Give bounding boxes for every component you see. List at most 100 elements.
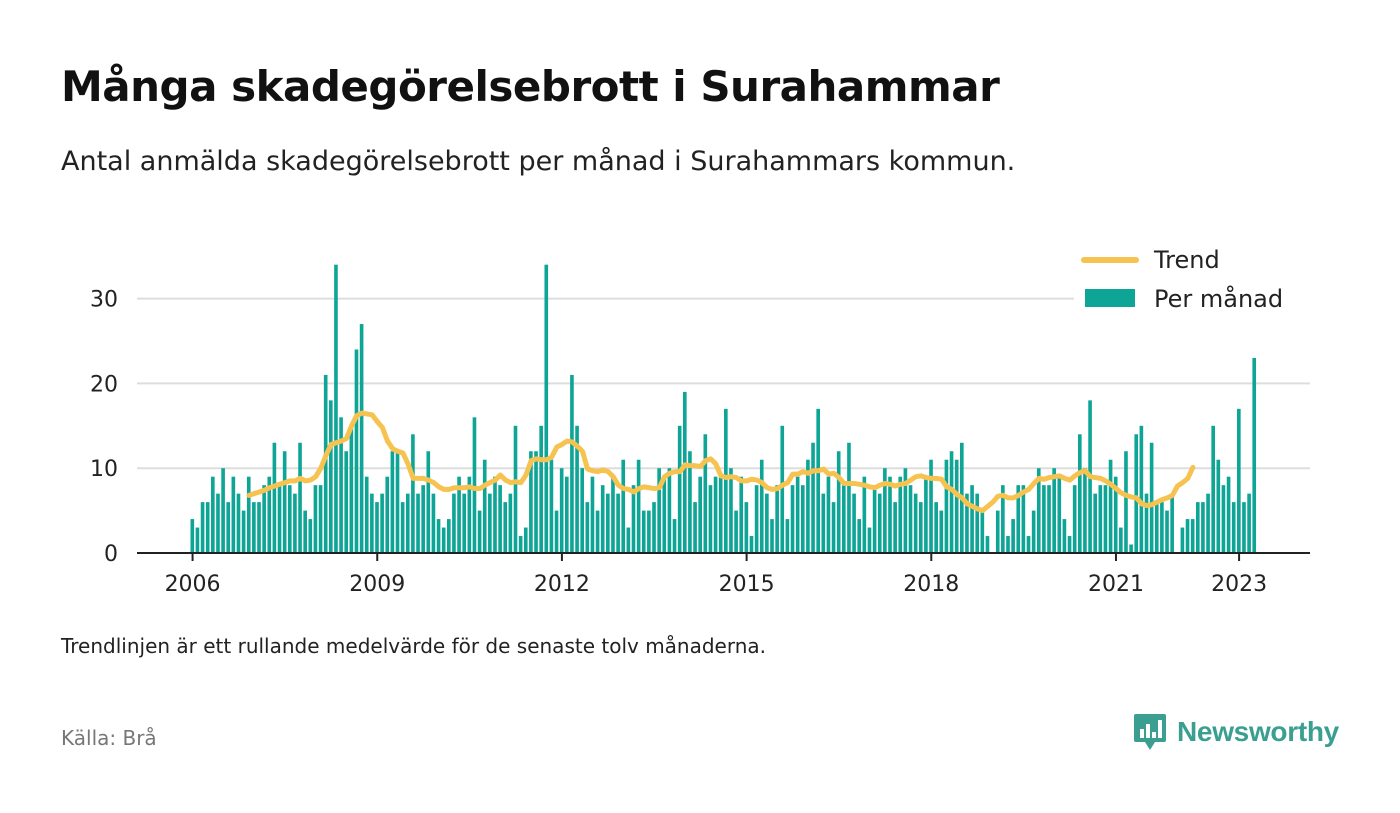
- bar: [1098, 485, 1103, 553]
- bar: [205, 502, 210, 553]
- bar: [334, 264, 338, 553]
- bar: [924, 476, 928, 553]
- bar: [790, 485, 795, 553]
- bar: [641, 510, 646, 553]
- bar: [282, 451, 287, 553]
- trend-line-layer: [246, 410, 1196, 514]
- bar: [718, 476, 723, 553]
- bar: [1119, 527, 1123, 553]
- bar: [1190, 519, 1195, 553]
- bar: [241, 510, 246, 553]
- bar: [688, 451, 692, 553]
- bar: [400, 502, 405, 553]
- bar: [493, 476, 497, 553]
- legend-bars-label: Per månad: [1154, 284, 1283, 313]
- bar: [600, 485, 605, 553]
- bar: [877, 493, 882, 553]
- bar: [616, 493, 620, 553]
- bar: [503, 502, 508, 553]
- x-tick-label: 2009: [349, 572, 405, 597]
- chart-subtitle: Antal anmälda skadegörelsebrott per måna…: [61, 146, 1016, 177]
- bar: [1026, 536, 1031, 553]
- bar: [811, 442, 815, 553]
- bar: [1103, 485, 1108, 553]
- y-tick-label: 0: [104, 542, 118, 567]
- bar: [523, 527, 528, 553]
- bar: [498, 485, 502, 553]
- bar: [734, 510, 738, 553]
- bar: [462, 493, 467, 553]
- bar: [452, 493, 456, 553]
- bar: [298, 442, 302, 553]
- bar: [293, 493, 297, 553]
- bar: [1170, 493, 1174, 553]
- bar: [262, 485, 266, 553]
- bar: [1006, 536, 1010, 553]
- newsworthy-logo[interactable]: Newsworthy: [1133, 712, 1339, 752]
- bar: [544, 264, 549, 553]
- bar: [754, 485, 759, 553]
- trend-line: [246, 410, 1196, 514]
- bar: [1206, 493, 1210, 553]
- bar: [1237, 408, 1241, 553]
- bar: [980, 510, 985, 553]
- bar: [287, 485, 292, 553]
- bar: [1001, 485, 1005, 553]
- bar: [595, 510, 600, 553]
- x-tick-label: 2018: [903, 572, 959, 597]
- bar: [1113, 476, 1118, 553]
- bar: [221, 468, 225, 553]
- bar: [970, 485, 974, 553]
- bar: [785, 519, 790, 553]
- bar: [1149, 442, 1154, 553]
- bar: [421, 485, 425, 553]
- bar: [842, 485, 846, 553]
- bar: [739, 476, 744, 553]
- bar: [1134, 434, 1139, 553]
- bar: [775, 485, 779, 553]
- bar: [647, 510, 651, 553]
- bar: [267, 476, 272, 553]
- bar: [1072, 485, 1077, 553]
- bar: [857, 519, 862, 553]
- legend-trend-label: Trend: [1153, 246, 1220, 274]
- bar: [431, 493, 436, 553]
- bar: [1185, 519, 1190, 553]
- bar: [508, 493, 513, 553]
- bar: [1216, 459, 1221, 553]
- bar: [631, 485, 636, 553]
- bar: [1226, 476, 1231, 553]
- bar: [246, 476, 251, 553]
- bar: [1242, 502, 1246, 553]
- newsworthy-chart-icon: [1134, 714, 1166, 750]
- bar: [1062, 519, 1067, 553]
- bar: [313, 485, 318, 553]
- bar: [780, 425, 785, 553]
- bar: [303, 510, 307, 553]
- bar: [795, 476, 800, 553]
- bar: [862, 476, 867, 553]
- bar: [390, 451, 395, 553]
- bar: [831, 502, 836, 553]
- bar: [447, 519, 451, 553]
- bars: [190, 264, 1257, 553]
- bar: [667, 468, 672, 553]
- bar: [929, 459, 933, 553]
- bar: [559, 468, 564, 553]
- bar: [349, 425, 354, 553]
- bar: [652, 502, 656, 553]
- legend-bars-swatch: [1085, 289, 1135, 307]
- bar: [949, 451, 954, 553]
- chart-title: Många skadegörelsebrott i Surahammar: [61, 62, 1000, 111]
- bar: [918, 502, 923, 553]
- bar: [1247, 493, 1251, 553]
- y-tick-label: 20: [90, 372, 118, 397]
- bar: [913, 493, 918, 553]
- bar: [488, 493, 492, 553]
- bar: [611, 476, 615, 553]
- bar: [426, 451, 431, 553]
- bar: [821, 493, 826, 553]
- legend-bg: [1074, 240, 1310, 322]
- bar: [570, 374, 574, 553]
- bar: [682, 391, 687, 553]
